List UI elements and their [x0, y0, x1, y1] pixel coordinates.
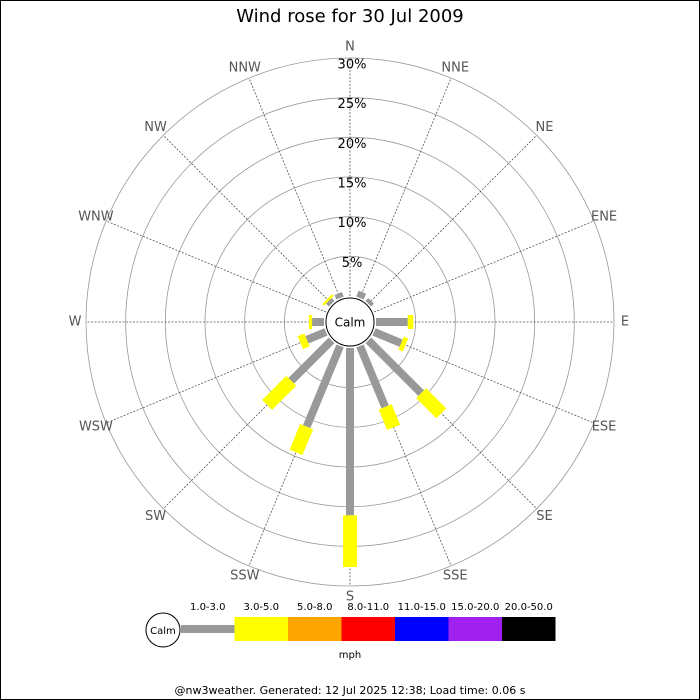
- direction-label: N: [345, 40, 355, 55]
- direction-label: S: [346, 590, 354, 605]
- spoke: [105, 331, 327, 424]
- wind-bar: [378, 404, 401, 431]
- r-tick-label: 5%: [342, 256, 363, 271]
- direction-label: SE: [536, 509, 552, 524]
- wind-bar: [356, 344, 389, 409]
- r-tick-label: 20%: [338, 137, 367, 152]
- legend-swatch: [502, 617, 556, 641]
- spoke: [105, 220, 327, 313]
- wind-bar: [289, 423, 314, 455]
- wind-bar: [398, 336, 409, 352]
- direction-label: NNE: [441, 60, 469, 75]
- direction-label: W: [69, 315, 82, 330]
- wind-bar: [325, 297, 335, 307]
- footer: @nw3weather. Generated: 12 Jul 2025 12:3…: [175, 684, 526, 697]
- legend-label: 5.0-8.0: [297, 602, 332, 613]
- direction-label: NW: [144, 120, 167, 135]
- wind-bar: [262, 375, 297, 410]
- wind-bar: [288, 337, 335, 384]
- direction-label: E: [621, 315, 629, 330]
- wind-bar: [372, 328, 403, 347]
- spoke: [359, 77, 452, 299]
- wind-bar: [297, 333, 310, 350]
- wind-bar: [305, 328, 328, 344]
- wind-bar: [356, 290, 367, 300]
- spoke: [373, 220, 595, 313]
- direction-label: SSE: [443, 569, 468, 584]
- calm-label: Calm: [335, 316, 366, 330]
- legend-calm-circle: [145, 612, 181, 648]
- wind-bar: [322, 294, 334, 306]
- legend-swatch: [234, 617, 288, 641]
- legend-label: 20.0-50.0: [505, 602, 553, 613]
- r-tick-label: 25%: [338, 97, 367, 112]
- direction-label: NE: [535, 120, 553, 135]
- r-tick-label: 10%: [338, 216, 367, 231]
- legend-swatch: [288, 617, 342, 641]
- spoke: [373, 331, 595, 424]
- legend-swatch: [395, 617, 449, 641]
- direction-label: ESE: [592, 420, 617, 435]
- legend-swatch: [448, 617, 502, 641]
- direction-label: ENE: [591, 209, 617, 224]
- legend-calm-label: Calm: [150, 626, 176, 637]
- wind-bar: [365, 337, 424, 396]
- wind-bar: [416, 388, 447, 419]
- direction-label: WNW: [78, 209, 114, 224]
- r-tick-label: 15%: [338, 177, 367, 192]
- wind-bar: [302, 344, 344, 429]
- calm-circle: [325, 297, 375, 347]
- legend-label: 1.0-3.0: [190, 602, 225, 613]
- spoke: [163, 135, 332, 304]
- direction-label: SW: [145, 509, 166, 524]
- legend-label: 15.0-20.0: [451, 602, 499, 613]
- legend-label: 11.0-15.0: [398, 602, 446, 613]
- direction-label: WSW: [79, 420, 113, 435]
- units: mph: [339, 650, 361, 661]
- wind-bar: [334, 292, 344, 300]
- wind-bar: [365, 297, 375, 307]
- r-tick-label: 30%: [338, 58, 367, 73]
- legend-label: 3.0-5.0: [244, 602, 279, 613]
- chart-title: Wind rose for 30 Jul 2009: [236, 6, 464, 27]
- spoke: [248, 77, 341, 299]
- spoke: [368, 135, 537, 304]
- legend-swatch: [341, 617, 395, 641]
- direction-label: NNW: [229, 60, 261, 75]
- legend-label: 8.0-11.0: [347, 602, 389, 613]
- grid-ring: [85, 57, 615, 587]
- direction-label: SSW: [230, 569, 260, 584]
